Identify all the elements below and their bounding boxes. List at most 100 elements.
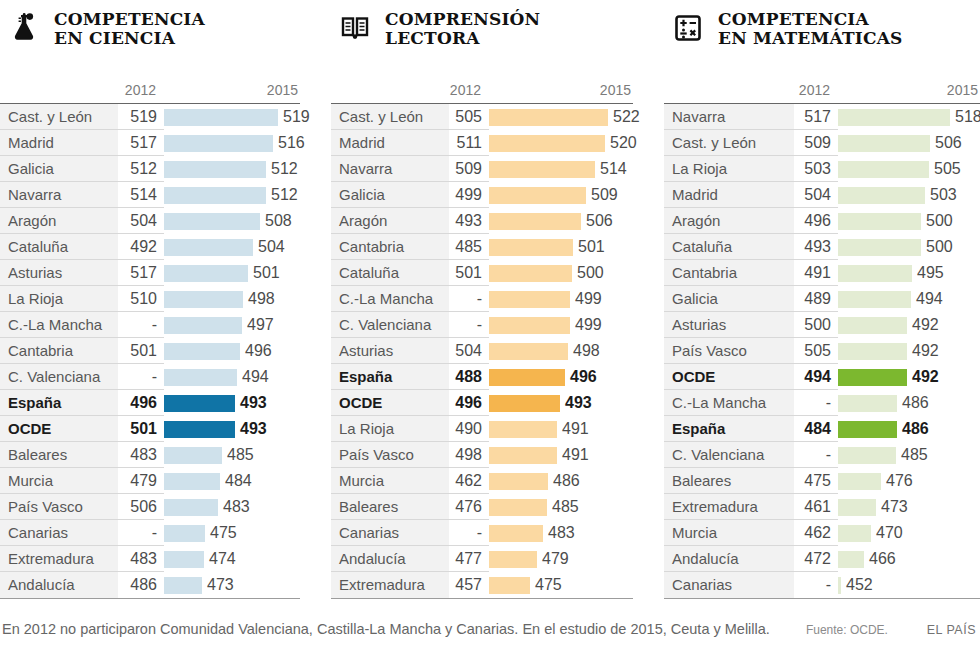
table-row: Cantabria501496 bbox=[0, 338, 300, 364]
row-left: Galicia489 bbox=[664, 286, 838, 312]
bar-2015 bbox=[489, 291, 570, 308]
bar-cell: 473 bbox=[838, 494, 980, 520]
value-2012: 499 bbox=[449, 182, 489, 207]
row-left: Murcia462 bbox=[664, 520, 838, 546]
value-2015: 475 bbox=[210, 520, 237, 546]
bar-cell: 491 bbox=[489, 442, 633, 468]
year-2012-label: 2012 bbox=[331, 80, 489, 103]
region-label: Aragón bbox=[664, 208, 794, 233]
table-row: Baleares483485 bbox=[0, 442, 300, 468]
row-left: Aragón493 bbox=[331, 208, 489, 234]
year-2015-label: 2015 bbox=[838, 80, 980, 103]
table-row: Aragón493506 bbox=[331, 208, 633, 234]
year-columns-header: 2012 2015 bbox=[331, 80, 633, 104]
bar-2015 bbox=[164, 551, 204, 568]
bar-cell: 486 bbox=[838, 416, 980, 442]
year-columns-header: 2012 2015 bbox=[0, 80, 300, 104]
bar-2015 bbox=[489, 525, 543, 542]
region-label: Extremadura bbox=[664, 494, 794, 519]
bar-2015 bbox=[838, 213, 921, 230]
bar-2015 bbox=[164, 135, 273, 152]
panel-title-line2: EN CIENCIA bbox=[54, 28, 175, 48]
table-row: Aragón504508 bbox=[0, 208, 300, 234]
table-row: La Rioja510498 bbox=[0, 286, 300, 312]
brand-logo: EL PAÍS bbox=[927, 623, 976, 637]
bar-2015 bbox=[164, 395, 235, 412]
table-row: Baleares475476 bbox=[664, 468, 980, 494]
region-label: Baleares bbox=[331, 494, 449, 519]
row-left: País Vasco505 bbox=[664, 338, 838, 364]
region-label: C. Valenciana bbox=[0, 364, 118, 389]
bar-2015 bbox=[489, 187, 586, 204]
value-2015: 493 bbox=[240, 390, 267, 416]
value-2015: 504 bbox=[258, 234, 285, 260]
table-row: Cataluña492504 bbox=[0, 234, 300, 260]
region-label: Andalucía bbox=[0, 572, 118, 598]
bar-2015 bbox=[164, 369, 237, 386]
value-2012: 517 bbox=[118, 260, 164, 285]
region-label: Navarra bbox=[664, 104, 794, 129]
bar-cell: 492 bbox=[838, 364, 980, 390]
row-left: España496 bbox=[0, 390, 164, 416]
row-left: Galicia512 bbox=[0, 156, 164, 182]
year-2012-label: 2012 bbox=[0, 80, 164, 103]
value-2015: 494 bbox=[242, 364, 269, 390]
bar-cell: 500 bbox=[838, 234, 980, 260]
bar-cell: 494 bbox=[164, 364, 300, 390]
bar-2015 bbox=[164, 109, 278, 126]
region-label: Canarias bbox=[664, 572, 794, 598]
panel-header: COMPETENCIA EN CIENCIA bbox=[8, 10, 300, 58]
region-label: Andalucía bbox=[664, 546, 794, 571]
region-label: Canarias bbox=[0, 520, 118, 545]
value-2015: 466 bbox=[869, 546, 896, 572]
bar-cell: 479 bbox=[489, 546, 633, 572]
bar-cell: 492 bbox=[838, 338, 980, 364]
value-2015: 509 bbox=[591, 182, 618, 208]
row-left: C.-La Mancha- bbox=[664, 390, 838, 416]
row-left: OCDE494 bbox=[664, 364, 838, 390]
bar-2015 bbox=[489, 343, 568, 360]
row-left: Navarra514 bbox=[0, 182, 164, 208]
table-row: Cantabria491495 bbox=[664, 260, 980, 286]
bar-2015 bbox=[164, 187, 266, 204]
panel-title-line2: LECTORA bbox=[385, 28, 480, 48]
panel-title: COMPRENSIÓN LECTORA bbox=[385, 10, 540, 48]
value-2015: 493 bbox=[240, 416, 267, 442]
table-row: España488496 bbox=[331, 364, 633, 390]
region-label: C. Valenciana bbox=[664, 442, 794, 467]
bar-cell: 519 bbox=[164, 104, 310, 130]
bar-cell: 503 bbox=[838, 182, 980, 208]
region-label: Cast. y León bbox=[0, 104, 118, 129]
value-2012: 488 bbox=[449, 364, 489, 389]
row-left: Andalucía477 bbox=[331, 546, 489, 572]
region-label: Navarra bbox=[331, 156, 449, 181]
bar-cell: 506 bbox=[489, 208, 633, 234]
region-label: Galicia bbox=[0, 156, 118, 181]
value-2012: 493 bbox=[794, 234, 838, 259]
value-2012: 483 bbox=[118, 442, 164, 467]
table-row: Canarias-475 bbox=[0, 520, 300, 546]
region-label: Extremadura bbox=[331, 572, 449, 598]
value-2015: 495 bbox=[917, 260, 944, 286]
row-left: Cantabria485 bbox=[331, 234, 489, 260]
row-left: C. Valenciana- bbox=[0, 364, 164, 390]
value-2015: 484 bbox=[225, 468, 252, 494]
value-2012: - bbox=[449, 520, 489, 545]
region-label: Canarias bbox=[331, 520, 449, 545]
panel-title: COMPETENCIA EN MATEMÁTICAS bbox=[718, 10, 903, 48]
source-credit: Fuente: OCDE. bbox=[806, 623, 888, 637]
table-row: España496 493 bbox=[0, 390, 300, 416]
bar-cell: 452 bbox=[838, 572, 980, 598]
table-row: Andalucía472466 bbox=[664, 546, 980, 572]
panel-reading: COMPRENSIÓN LECTORA 2012 2015 Cast. y Le… bbox=[331, 10, 633, 599]
region-label: España bbox=[0, 390, 118, 415]
region-label: Madrid bbox=[664, 182, 794, 207]
value-2012: 484 bbox=[794, 416, 838, 441]
bar-2015 bbox=[489, 317, 570, 334]
table-row: Cast. y León509506 bbox=[664, 130, 980, 156]
bar-cell: 497 bbox=[164, 312, 300, 338]
bar-2015 bbox=[164, 265, 248, 282]
bar-2015 bbox=[838, 343, 907, 360]
bar-2015 bbox=[489, 421, 557, 438]
bar-2015 bbox=[489, 473, 548, 490]
